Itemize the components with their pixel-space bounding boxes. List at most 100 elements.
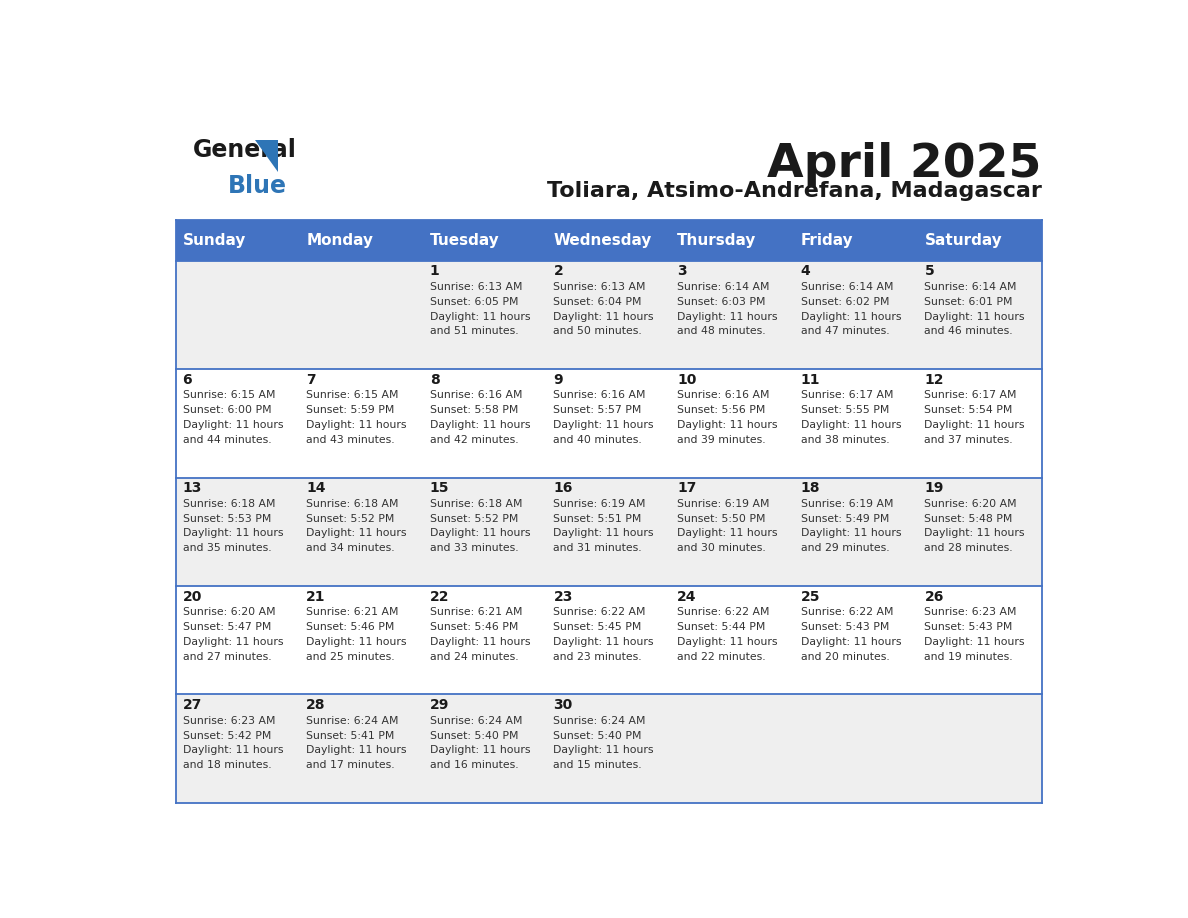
Text: Daylight: 11 hours: Daylight: 11 hours [554, 745, 653, 756]
Text: and 39 minutes.: and 39 minutes. [677, 435, 766, 445]
FancyBboxPatch shape [795, 219, 918, 261]
Text: Sunrise: 6:18 AM: Sunrise: 6:18 AM [183, 498, 276, 509]
Text: Sunset: 5:50 PM: Sunset: 5:50 PM [677, 514, 765, 523]
Text: and 18 minutes.: and 18 minutes. [183, 760, 271, 770]
Text: Daylight: 11 hours: Daylight: 11 hours [307, 529, 406, 539]
Text: Sunrise: 6:19 AM: Sunrise: 6:19 AM [801, 498, 893, 509]
Text: Sunrise: 6:23 AM: Sunrise: 6:23 AM [183, 716, 276, 725]
FancyBboxPatch shape [671, 694, 795, 803]
Text: Friday: Friday [801, 233, 853, 248]
Text: Sunrise: 6:24 AM: Sunrise: 6:24 AM [307, 716, 399, 725]
Text: Sunset: 5:45 PM: Sunset: 5:45 PM [554, 622, 642, 633]
Text: 25: 25 [801, 589, 820, 603]
Text: Sunrise: 6:22 AM: Sunrise: 6:22 AM [677, 607, 770, 617]
Text: Daylight: 11 hours: Daylight: 11 hours [307, 637, 406, 647]
Text: Sunset: 5:56 PM: Sunset: 5:56 PM [677, 405, 765, 415]
FancyBboxPatch shape [176, 369, 299, 477]
Text: Daylight: 11 hours: Daylight: 11 hours [801, 637, 902, 647]
Text: Wednesday: Wednesday [554, 233, 652, 248]
Text: and 17 minutes.: and 17 minutes. [307, 760, 394, 770]
Text: Daylight: 11 hours: Daylight: 11 hours [307, 745, 406, 756]
Text: Sunset: 5:43 PM: Sunset: 5:43 PM [924, 622, 1012, 633]
Text: Sunrise: 6:16 AM: Sunrise: 6:16 AM [430, 390, 523, 400]
FancyBboxPatch shape [299, 477, 423, 586]
Text: Sunrise: 6:14 AM: Sunrise: 6:14 AM [677, 282, 770, 292]
FancyBboxPatch shape [176, 219, 299, 261]
Text: 15: 15 [430, 481, 449, 495]
Text: Sunrise: 6:18 AM: Sunrise: 6:18 AM [307, 498, 399, 509]
FancyBboxPatch shape [299, 219, 423, 261]
Text: Sunrise: 6:24 AM: Sunrise: 6:24 AM [554, 716, 646, 725]
Text: and 30 minutes.: and 30 minutes. [677, 543, 766, 554]
Text: and 37 minutes.: and 37 minutes. [924, 435, 1013, 445]
Polygon shape [255, 140, 278, 172]
Text: and 40 minutes.: and 40 minutes. [554, 435, 643, 445]
Text: Sunset: 5:43 PM: Sunset: 5:43 PM [801, 622, 889, 633]
Text: 24: 24 [677, 589, 696, 603]
Text: Sunset: 5:54 PM: Sunset: 5:54 PM [924, 405, 1012, 415]
Text: Daylight: 11 hours: Daylight: 11 hours [677, 311, 778, 321]
Text: and 23 minutes.: and 23 minutes. [554, 652, 642, 662]
Text: 13: 13 [183, 481, 202, 495]
Text: Sunrise: 6:20 AM: Sunrise: 6:20 AM [183, 607, 276, 617]
Text: Sunset: 6:01 PM: Sunset: 6:01 PM [924, 297, 1013, 307]
Text: Sunset: 5:41 PM: Sunset: 5:41 PM [307, 731, 394, 741]
Text: Daylight: 11 hours: Daylight: 11 hours [430, 637, 530, 647]
Text: Daylight: 11 hours: Daylight: 11 hours [430, 529, 530, 539]
Text: Sunrise: 6:14 AM: Sunrise: 6:14 AM [924, 282, 1017, 292]
Text: and 46 minutes.: and 46 minutes. [924, 327, 1013, 337]
FancyBboxPatch shape [918, 586, 1042, 694]
Text: 4: 4 [801, 264, 810, 278]
FancyBboxPatch shape [918, 694, 1042, 803]
Text: and 48 minutes.: and 48 minutes. [677, 327, 766, 337]
Text: and 51 minutes.: and 51 minutes. [430, 327, 518, 337]
Text: April 2025: April 2025 [767, 142, 1042, 187]
FancyBboxPatch shape [299, 586, 423, 694]
Text: 28: 28 [307, 698, 326, 712]
Text: Daylight: 11 hours: Daylight: 11 hours [801, 420, 902, 430]
Text: 14: 14 [307, 481, 326, 495]
Text: Sunrise: 6:23 AM: Sunrise: 6:23 AM [924, 607, 1017, 617]
FancyBboxPatch shape [546, 219, 671, 261]
Text: Sunrise: 6:19 AM: Sunrise: 6:19 AM [677, 498, 770, 509]
Text: Sunset: 5:57 PM: Sunset: 5:57 PM [554, 405, 642, 415]
Text: and 35 minutes.: and 35 minutes. [183, 543, 271, 554]
Text: Daylight: 11 hours: Daylight: 11 hours [677, 420, 778, 430]
Text: Sunrise: 6:22 AM: Sunrise: 6:22 AM [554, 607, 646, 617]
Text: 26: 26 [924, 589, 943, 603]
Text: and 25 minutes.: and 25 minutes. [307, 652, 394, 662]
Text: 20: 20 [183, 589, 202, 603]
Text: Sunset: 5:51 PM: Sunset: 5:51 PM [554, 514, 642, 523]
Text: Sunset: 6:00 PM: Sunset: 6:00 PM [183, 405, 271, 415]
Text: Sunset: 5:58 PM: Sunset: 5:58 PM [430, 405, 518, 415]
Text: Monday: Monday [307, 233, 373, 248]
FancyBboxPatch shape [423, 694, 546, 803]
Text: and 15 minutes.: and 15 minutes. [554, 760, 642, 770]
Text: Sunrise: 6:21 AM: Sunrise: 6:21 AM [307, 607, 399, 617]
FancyBboxPatch shape [546, 369, 671, 477]
Text: and 22 minutes.: and 22 minutes. [677, 652, 766, 662]
Text: Sunrise: 6:13 AM: Sunrise: 6:13 AM [430, 282, 523, 292]
Text: Daylight: 11 hours: Daylight: 11 hours [924, 529, 1025, 539]
FancyBboxPatch shape [546, 261, 671, 369]
Text: Sunrise: 6:17 AM: Sunrise: 6:17 AM [924, 390, 1017, 400]
Text: Daylight: 11 hours: Daylight: 11 hours [430, 420, 530, 430]
Text: Sunset: 5:49 PM: Sunset: 5:49 PM [801, 514, 889, 523]
Text: Daylight: 11 hours: Daylight: 11 hours [677, 529, 778, 539]
FancyBboxPatch shape [176, 261, 299, 369]
Text: 7: 7 [307, 373, 316, 386]
FancyBboxPatch shape [795, 261, 918, 369]
FancyBboxPatch shape [795, 477, 918, 586]
Text: Sunset: 5:52 PM: Sunset: 5:52 PM [307, 514, 394, 523]
Text: Daylight: 11 hours: Daylight: 11 hours [677, 637, 778, 647]
Text: Thursday: Thursday [677, 233, 757, 248]
Text: 16: 16 [554, 481, 573, 495]
Text: 30: 30 [554, 698, 573, 712]
FancyBboxPatch shape [423, 261, 546, 369]
Text: 10: 10 [677, 373, 696, 386]
Text: 12: 12 [924, 373, 944, 386]
Text: General: General [192, 139, 297, 162]
Text: Sunrise: 6:19 AM: Sunrise: 6:19 AM [554, 498, 646, 509]
FancyBboxPatch shape [795, 694, 918, 803]
Text: Sunset: 5:55 PM: Sunset: 5:55 PM [801, 405, 889, 415]
